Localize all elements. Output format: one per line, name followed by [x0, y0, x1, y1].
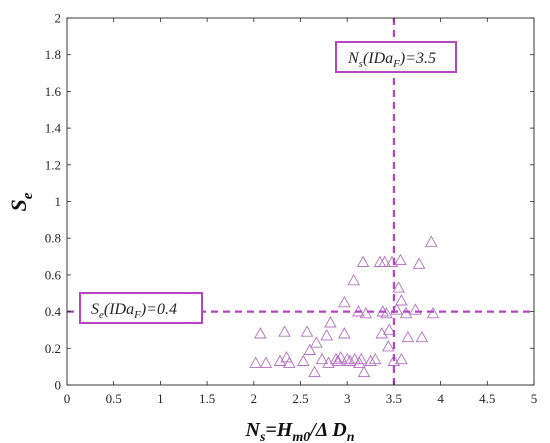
data-point-triangle	[259, 356, 273, 368]
x-tick-label: 2	[251, 391, 258, 406]
data-point-triangle	[310, 336, 323, 348]
reference-lines	[67, 18, 534, 385]
y-tick-label: 0.6	[45, 267, 62, 282]
data-point-triangle	[300, 325, 314, 337]
data-point-triangle	[394, 253, 407, 266]
data-point-triangle	[297, 354, 310, 366]
data-points	[249, 235, 440, 378]
data-point-triangle	[425, 235, 438, 247]
annotation-se-threshold: Se(IDaF)=0.4	[79, 292, 203, 324]
data-point-triangle	[283, 356, 296, 368]
annotation-ns-label: Ns(IDaF)=3.5	[347, 50, 436, 70]
data-point-triangle	[308, 365, 321, 378]
x-axis-label: Ns=Hm0/Δ Dn	[245, 419, 355, 443]
y-tick-label: 2	[55, 11, 62, 26]
x-tick-label: 2.5	[292, 391, 308, 406]
data-point-triangle	[334, 351, 347, 363]
data-point-triangle	[354, 352, 368, 365]
y-tick-label: 1.6	[45, 84, 62, 99]
data-point-triangle	[409, 303, 422, 315]
data-point-triangle	[315, 352, 329, 365]
y-axis-ticks: 0 0.2 0.4 0.6 0.8 1 1.2 1.4 1.6 1.8 2	[45, 11, 534, 393]
x-tick-label: 4	[437, 391, 444, 406]
data-point-triangle	[340, 352, 354, 365]
data-point-triangle	[249, 356, 262, 368]
x-tick-label: 3.5	[386, 391, 402, 406]
y-tick-label: 0.8	[45, 231, 61, 246]
data-point-triangle	[343, 354, 357, 366]
data-point-triangle	[399, 306, 413, 319]
annotation-se-label: Se(IDaF)=0.4	[91, 301, 177, 321]
data-point-triangle	[368, 352, 382, 365]
data-point-triangle	[392, 281, 405, 293]
x-tick-label: 0	[64, 391, 71, 406]
data-point-triangle	[380, 306, 393, 319]
annotation-ns-threshold: Ns(IDaF)=3.5	[335, 41, 457, 73]
x-tick-label: 1.5	[199, 391, 215, 406]
data-point-triangle	[395, 352, 408, 365]
y-tick-label: 0.2	[45, 341, 61, 356]
data-point-triangle	[359, 306, 373, 319]
y-tick-label: 1.8	[45, 47, 61, 62]
annotation-box-ns	[335, 41, 457, 73]
y-tick-label: 0	[55, 378, 62, 393]
x-axis-ticks: 0 0.5 1 1.5 2 2.5 3 3.5 4 4.5 5	[64, 18, 538, 406]
data-point-triangle	[401, 330, 415, 343]
y-tick-label: 1	[55, 194, 62, 209]
data-point-triangle	[356, 255, 370, 267]
data-point-triangle	[426, 306, 440, 319]
data-point-triangle	[338, 295, 351, 308]
x-tick-label: 0.5	[106, 391, 122, 406]
data-point-triangle	[387, 354, 401, 366]
data-point-triangle	[375, 327, 389, 339]
data-point-triangle	[382, 340, 395, 352]
data-point-triangle	[415, 330, 429, 343]
data-point-triangle	[273, 354, 287, 366]
y-axis-label: Se	[6, 192, 36, 211]
data-point-triangle	[303, 343, 317, 355]
data-point-triangle	[412, 257, 426, 269]
annotation-box-se	[79, 292, 203, 324]
data-point-triangle	[347, 273, 360, 286]
data-point-triangle	[364, 354, 377, 366]
x-tick-label: 4.5	[479, 391, 495, 406]
data-point-triangle	[348, 352, 361, 365]
data-point-triangle	[395, 294, 408, 306]
plot-frame	[66, 17, 535, 386]
data-point-triangle	[357, 365, 371, 378]
data-point-triangle	[338, 327, 351, 339]
x-tick-label: 5	[531, 391, 538, 406]
data-point-triangle	[329, 352, 343, 365]
data-point-triangle	[331, 354, 345, 366]
data-point-triangle	[320, 329, 333, 341]
x-tick-label: 1	[157, 391, 164, 406]
y-tick-label: 1.2	[45, 157, 61, 172]
y-tick-label: 0.4	[45, 304, 62, 319]
data-point-triangle	[378, 255, 391, 267]
data-point-triangle	[382, 323, 396, 335]
data-point-triangle	[254, 327, 267, 339]
y-tick-label: 1.4	[45, 121, 62, 136]
x-tick-label: 3	[344, 391, 351, 406]
data-point-triangle	[324, 316, 337, 328]
data-point-triangle	[278, 325, 291, 337]
